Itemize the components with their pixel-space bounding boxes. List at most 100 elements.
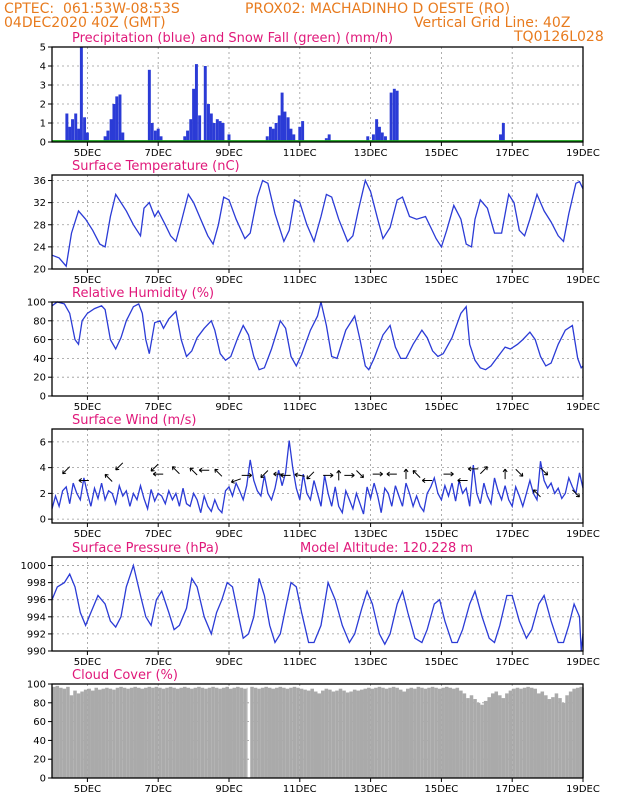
cloud-xtick-label: 13DEC — [354, 784, 388, 795]
precip-bar — [85, 132, 89, 142]
rh-title: Relative Humidity (%) — [72, 286, 214, 301]
cloud-bar — [303, 689, 307, 778]
cloud-bar — [406, 688, 410, 778]
cloud-bar — [409, 687, 414, 778]
wind-vector — [280, 472, 291, 478]
wind-vector — [386, 471, 397, 477]
pres-line — [51, 563, 584, 652]
precip-ytick-label: 3 — [40, 81, 46, 92]
wind-vector — [421, 478, 433, 483]
precip-bar — [218, 121, 222, 142]
header-datetime: 04DEC2020 40Z (GMT) — [4, 15, 166, 31]
cloud-bar — [342, 690, 346, 778]
precip-bar — [289, 128, 293, 142]
cloud-bar — [335, 690, 339, 778]
precip-xtick-label: 17DEC — [495, 148, 529, 159]
cloud-bar — [512, 688, 516, 778]
precip-bar — [265, 136, 269, 142]
wind-vector — [62, 466, 71, 475]
precip-bar — [186, 130, 190, 142]
precip-xtick-label: 5DEC — [74, 148, 101, 159]
cloud-bar — [483, 700, 488, 778]
cloud-bar — [381, 687, 385, 778]
cloud-bar — [133, 686, 137, 778]
wind-vector — [171, 466, 180, 475]
precip-xtick-label: 11DEC — [283, 148, 317, 159]
cloud-bar — [73, 690, 77, 778]
wind-vector — [150, 463, 159, 472]
wind-xtick-label: 13DEC — [354, 529, 388, 540]
wind-vector — [467, 466, 479, 472]
cloud-bar — [444, 686, 449, 778]
precip-title: Precipitation (blue) and Snow Fall (gree… — [72, 31, 393, 46]
rh-xtick-label: 5DEC — [74, 402, 101, 413]
wind-vector — [230, 478, 241, 484]
cloud-ytick-label: 100 — [27, 680, 46, 691]
temp-line — [51, 178, 584, 268]
cloud-bar — [568, 691, 573, 778]
temp-xtick-label: 9DEC — [215, 275, 242, 286]
wind-vector — [78, 478, 89, 483]
cloud-bar — [175, 688, 180, 778]
cloud-bar — [490, 693, 495, 778]
cloud-bar — [229, 688, 233, 778]
rh-ytick-label: 20 — [33, 373, 46, 384]
precip-bar — [71, 119, 75, 142]
cloud-bar — [80, 691, 84, 778]
cloud-title: Cloud Cover (%) — [72, 668, 178, 683]
cloud-bar — [494, 691, 499, 778]
cloud-bar — [455, 687, 460, 778]
cloud-bar — [193, 687, 198, 778]
pres-xtick-label: 17DEC — [495, 657, 529, 668]
cloud-bar — [147, 686, 152, 778]
cloud-bar — [136, 687, 141, 778]
cloud-bar — [232, 687, 237, 778]
cloud-bar — [52, 686, 56, 778]
header-station: PROX02: MACHADINHO D OESTE (RO) — [245, 1, 511, 17]
cloud-bar — [395, 687, 399, 778]
cloud-bar — [377, 686, 382, 778]
pres-ytick-label: 1000 — [21, 561, 46, 572]
cloud-bar — [508, 690, 513, 778]
cloud-bar — [398, 689, 403, 778]
cloud-bar — [105, 687, 109, 778]
precip-bar — [189, 119, 193, 142]
precip-bar — [271, 128, 275, 142]
precip-ytick-label: 2 — [40, 100, 46, 111]
wind-vector — [502, 468, 508, 480]
wind-vector — [336, 470, 342, 481]
wind-xtick-label: 15DEC — [425, 529, 459, 540]
wind-xtick-label: 5DEC — [74, 529, 101, 540]
precip-ytick-label: 1 — [40, 119, 46, 130]
precip-bar — [277, 115, 281, 142]
cloud-bar — [536, 693, 541, 778]
precip-bar — [383, 136, 387, 142]
cloud-bar — [200, 687, 205, 778]
cloud-bar — [246, 687, 248, 778]
rh-xtick-label: 13DEC — [354, 402, 388, 413]
cloud-bar — [83, 689, 88, 778]
cloud-bar — [501, 698, 506, 778]
precip-bar — [118, 94, 122, 142]
cloud-bar — [140, 688, 145, 778]
precip-bar — [115, 96, 119, 142]
cloud-bar — [544, 695, 548, 778]
cloud-bar — [505, 693, 509, 778]
precip-bar — [65, 113, 69, 142]
cloud-bar — [579, 686, 583, 778]
wind-line — [51, 440, 584, 515]
precip-bar — [371, 134, 375, 142]
cloud-bar — [345, 692, 350, 778]
temp-title: Surface Temperature (nC) — [72, 159, 240, 174]
precip-bar — [106, 130, 110, 142]
precip-xtick-label: 7DEC — [145, 148, 172, 159]
cloud-bar — [225, 686, 229, 778]
pres-xtick-label: 19DEC — [566, 657, 600, 668]
header-model-id: TQ0126L028 — [514, 29, 604, 45]
wind-xtick-label: 19DEC — [566, 529, 600, 540]
rh-xtick-label: 11DEC — [283, 402, 317, 413]
temp-xtick-label: 15DEC — [425, 275, 459, 286]
precip-bar — [327, 134, 331, 142]
cloud-bar — [59, 687, 63, 778]
